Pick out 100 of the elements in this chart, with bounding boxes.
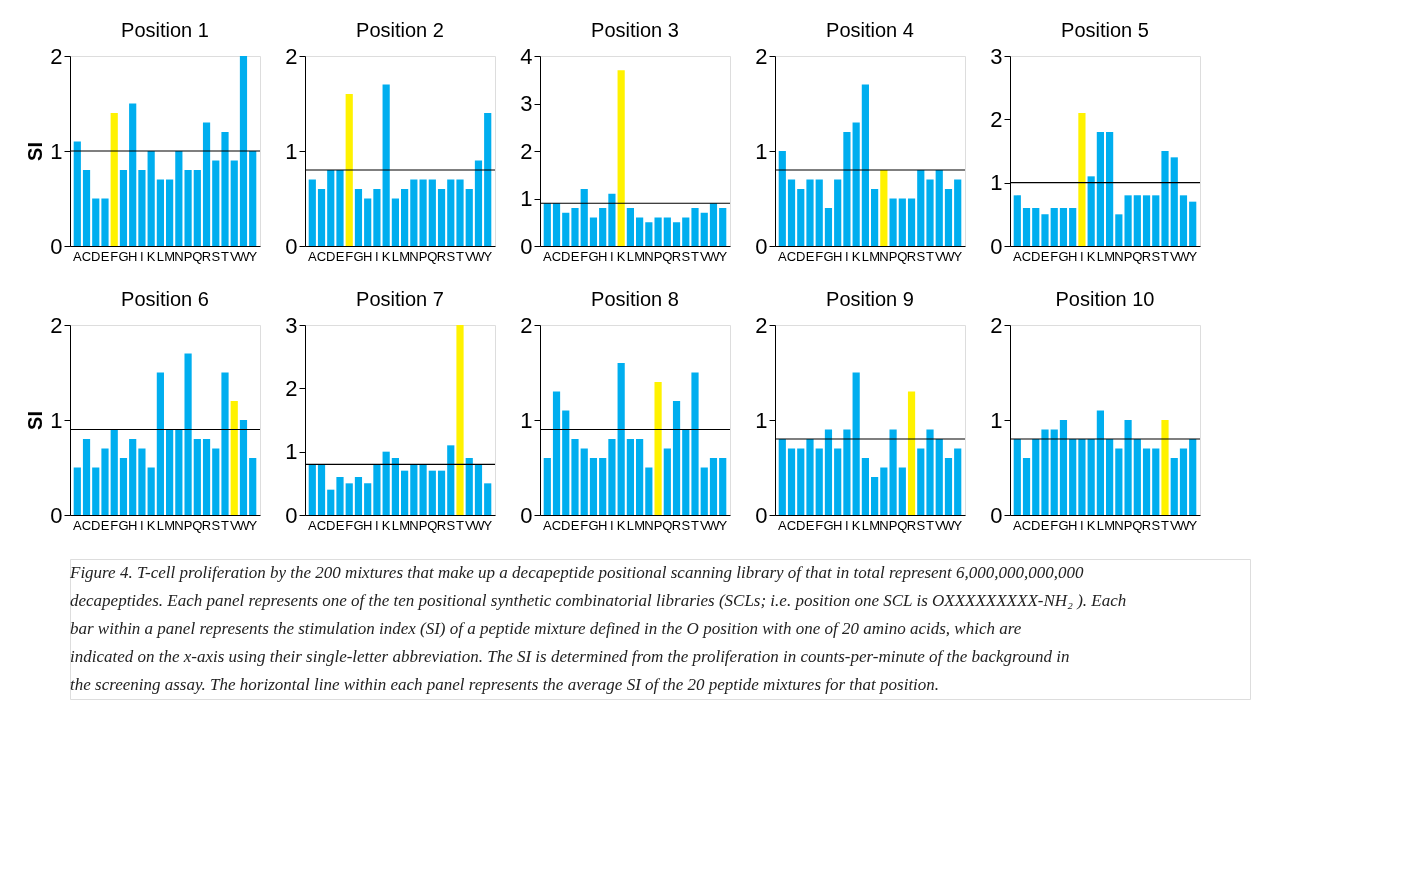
x-tick-label: N xyxy=(644,517,654,533)
y-tick-label: 1 xyxy=(990,407,1003,433)
x-tick-label: K xyxy=(851,517,861,533)
x-tick-label: D xyxy=(561,517,571,533)
x-tick-label: W xyxy=(942,248,956,264)
x-tick-label: R xyxy=(906,517,917,533)
y-tick-label: 0 xyxy=(990,233,1003,259)
x-tick-label: I xyxy=(140,517,144,533)
y-axis-title: SI xyxy=(24,142,47,161)
x-tick-label: I xyxy=(845,517,849,533)
x-tick-label: W xyxy=(1177,248,1191,264)
x-tick-label: C xyxy=(81,517,92,533)
y-tick-label: 0 xyxy=(50,502,63,528)
x-tick-label: T xyxy=(691,248,700,264)
x-tick-label: W xyxy=(237,248,251,264)
x-tick-label: T xyxy=(691,517,700,533)
x-tick-label: R xyxy=(1141,248,1152,264)
y-tick-label: 1 xyxy=(285,439,298,465)
x-tick-label: V xyxy=(1169,517,1179,533)
x-tick-label: Q xyxy=(897,517,908,533)
x-tick-label: Q xyxy=(427,248,438,264)
x-tick-label: V xyxy=(464,517,474,533)
x-tick-label: W xyxy=(472,248,486,264)
x-tick-label: F xyxy=(815,248,824,264)
x-tick-label: E xyxy=(805,517,815,533)
x-tick-label: T xyxy=(221,248,230,264)
x-tick-label: W xyxy=(942,517,956,533)
x-tick-label: P xyxy=(888,517,898,533)
x-tick-label: Y xyxy=(248,248,258,264)
x-tick-label: E xyxy=(570,517,580,533)
x-tick-label: Q xyxy=(662,248,673,264)
x-tick-label: E xyxy=(100,248,110,264)
x-tick-label: V xyxy=(1169,248,1179,264)
x-tick-label: D xyxy=(326,248,336,264)
x-tick-label: H xyxy=(127,248,138,264)
x-tick-label: M xyxy=(869,248,881,264)
y-tick-label: 2 xyxy=(520,138,533,164)
x-tick-label: L xyxy=(861,248,869,264)
x-tick-label: W xyxy=(237,517,251,533)
y-tick-label: 2 xyxy=(755,43,768,69)
x-tick-label: F xyxy=(1050,517,1059,533)
y-tick-label: 0 xyxy=(755,233,768,259)
y-tick-label: 0 xyxy=(520,502,533,528)
x-tick-label: V xyxy=(699,517,709,533)
x-tick-label: F xyxy=(1050,248,1059,264)
x-tick-label: K xyxy=(381,248,391,264)
x-tick-label: M xyxy=(164,517,176,533)
x-tick-label: K xyxy=(381,517,391,533)
x-tick-label: F xyxy=(580,517,589,533)
x-tick-label: K xyxy=(851,248,861,264)
y-tick-label: 1 xyxy=(755,407,768,433)
x-tick-label: R xyxy=(201,517,212,533)
x-tick-label: R xyxy=(671,248,682,264)
y-tick-label: 1 xyxy=(755,138,768,164)
y-tick-label: 2 xyxy=(285,375,298,401)
x-tick-label: V xyxy=(229,517,239,533)
x-tick-label: P xyxy=(418,517,428,533)
x-tick-label: R xyxy=(436,248,447,264)
x-tick-label: W xyxy=(707,248,721,264)
x-tick-label: S xyxy=(1151,517,1161,533)
x-tick-label: T xyxy=(1161,248,1170,264)
x-tick-label: C xyxy=(1021,517,1032,533)
x-tick-label: P xyxy=(888,248,898,264)
x-tick-label: Y xyxy=(248,517,258,533)
x-tick-label: K xyxy=(1086,248,1096,264)
x-tick-label: D xyxy=(561,248,571,264)
x-tick-label: P xyxy=(653,517,663,533)
x-tick-label: G xyxy=(118,517,129,533)
chart-title: Position 2 xyxy=(356,19,444,41)
x-tick-label: D xyxy=(796,248,806,264)
x-tick-label: L xyxy=(626,517,634,533)
x-tick-label: N xyxy=(1114,248,1124,264)
x-tick-label: W xyxy=(707,517,721,533)
x-tick-label: R xyxy=(1141,517,1152,533)
x-tick-label: A xyxy=(72,517,82,533)
x-tick-label: D xyxy=(1031,517,1041,533)
x-tick-label: M xyxy=(634,517,646,533)
x-tick-label: S xyxy=(446,517,456,533)
x-tick-label: G xyxy=(353,517,364,533)
x-tick-label: F xyxy=(110,517,119,533)
chart-title: Position 6 xyxy=(121,288,209,310)
chart-title: Position 8 xyxy=(591,288,679,310)
x-tick-label: Y xyxy=(483,517,493,533)
x-tick-label: S xyxy=(446,248,456,264)
y-tick-label: 3 xyxy=(990,43,1003,69)
x-tick-label: F xyxy=(345,517,354,533)
x-tick-label: S xyxy=(1151,248,1161,264)
x-tick-label: S xyxy=(916,248,926,264)
chart-title: Position 10 xyxy=(1055,288,1155,310)
x-tick-label: H xyxy=(832,517,843,533)
x-tick-label: G xyxy=(823,517,834,533)
y-tick-label: 3 xyxy=(285,312,298,338)
x-tick-label: H xyxy=(597,517,608,533)
x-tick-label: I xyxy=(375,248,379,264)
x-tick-label: M xyxy=(399,517,411,533)
chart-title: Position 7 xyxy=(356,288,444,310)
x-tick-label: D xyxy=(796,517,806,533)
x-tick-label: L xyxy=(156,517,164,533)
chart-title: Position 9 xyxy=(826,288,914,310)
y-tick-label: 1 xyxy=(520,186,533,211)
